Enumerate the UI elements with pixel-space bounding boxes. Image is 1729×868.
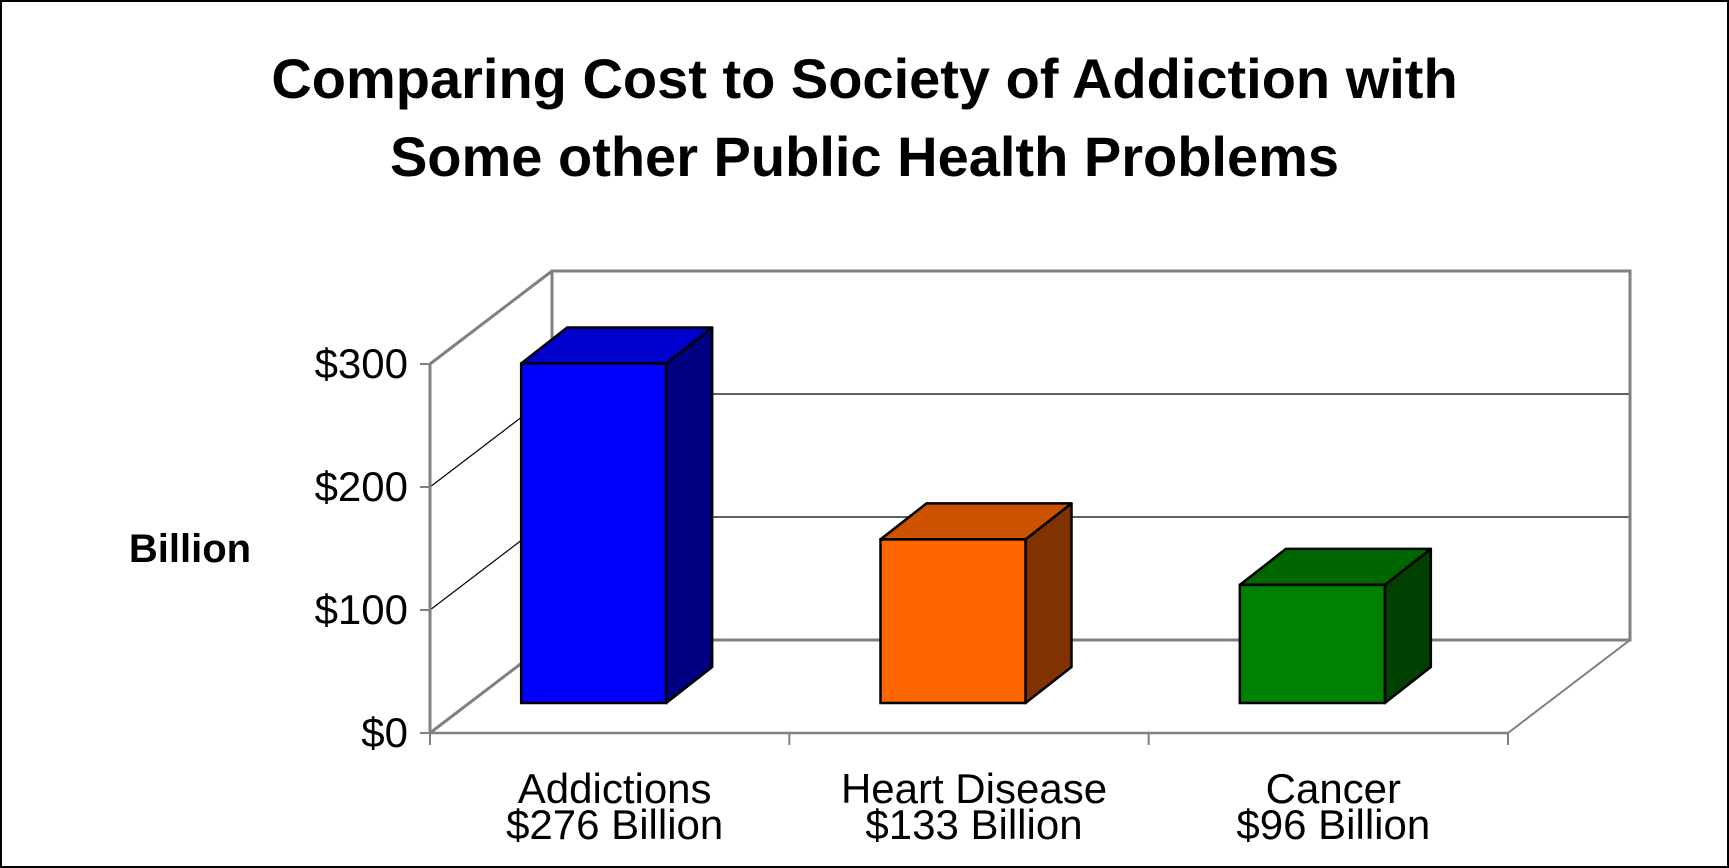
y-tick-label: $0	[361, 709, 408, 756]
chart-title-line-1: Comparing Cost to Society of Addiction w…	[271, 47, 1458, 110]
bar	[1238, 583, 1387, 705]
bar	[519, 362, 668, 705]
x-tick-label: Cancer	[1266, 765, 1401, 812]
bar-side	[664, 326, 714, 705]
x-tick-sublabel: $276 Billion	[506, 801, 723, 848]
x-tick-label: Addictions	[518, 765, 712, 812]
x-tick-sublabel: $96 Billion	[1236, 801, 1430, 848]
side-wall-top-edge	[429, 269, 553, 366]
y-tick-label: $300	[315, 340, 408, 387]
bar	[879, 538, 1027, 705]
chart-title-line-2: Some other Public Health Problems	[389, 125, 1340, 188]
y-axis-label: Billion	[129, 527, 251, 571]
floor-right-edge	[1507, 639, 1631, 734]
chart-title: Comparing Cost to Society of Addiction w…	[2, 40, 1727, 196]
y-tick-label: $100	[315, 586, 408, 633]
x-tick-label: Heart Disease	[841, 765, 1107, 812]
back-wall	[550, 269, 1632, 642]
x-tick-sublabel: $133 Billion	[865, 801, 1082, 848]
y-tick-label: $200	[315, 463, 408, 510]
